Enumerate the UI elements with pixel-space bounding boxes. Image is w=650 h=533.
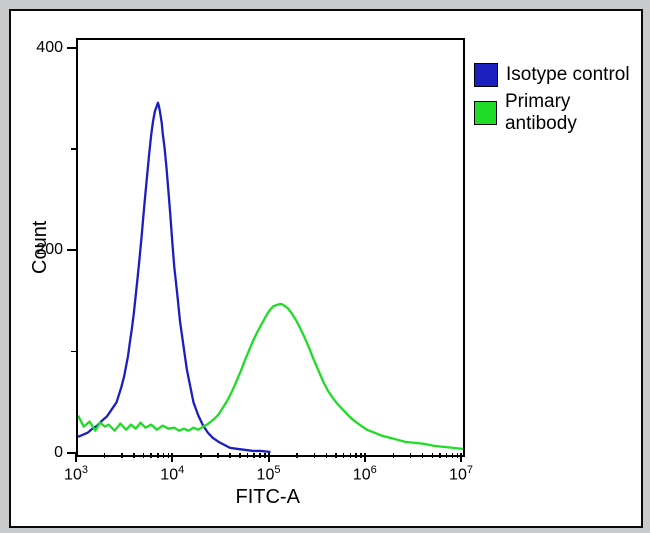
- axis-tick: [200, 453, 202, 458]
- axis-tick: [439, 453, 441, 458]
- axis-tick: [259, 453, 261, 458]
- axis-tick: [229, 453, 231, 458]
- tick-label: 104: [160, 464, 184, 484]
- axis-tick: [71, 351, 76, 353]
- axis-tick: [355, 453, 357, 458]
- axis-tick: [268, 453, 270, 462]
- axis-tick: [171, 453, 173, 462]
- plot-area: [76, 38, 465, 457]
- plot-svg: [78, 40, 463, 455]
- tick-label: 400: [36, 39, 63, 57]
- axis-tick: [253, 453, 255, 458]
- tick-label: 0: [54, 444, 63, 462]
- axis-tick: [296, 453, 298, 458]
- tick-label: 107: [449, 464, 473, 484]
- legend-label: Isotype control: [506, 64, 630, 86]
- series-line: [78, 304, 463, 449]
- axis-tick: [133, 453, 135, 458]
- x-axis-label: FITC-A: [236, 486, 300, 509]
- axis-tick: [157, 453, 159, 458]
- axis-tick: [247, 453, 249, 458]
- legend-item: Primary antibody: [474, 91, 641, 135]
- legend-swatch: [474, 63, 498, 87]
- axis-tick: [163, 453, 165, 458]
- axis-tick: [457, 453, 459, 458]
- axis-tick: [67, 249, 76, 251]
- axis-tick: [432, 453, 434, 458]
- axis-tick: [422, 453, 424, 458]
- axis-tick: [360, 453, 362, 458]
- axis-tick: [393, 453, 395, 458]
- legend: Isotype control Primary antibody: [474, 63, 641, 139]
- axis-tick: [239, 453, 241, 458]
- axis-tick: [314, 453, 316, 458]
- axis-tick: [217, 453, 219, 458]
- legend-label: Primary antibody: [505, 91, 641, 135]
- axis-tick: [150, 453, 152, 458]
- tick-label: 106: [353, 464, 377, 484]
- y-axis-label: Count: [29, 220, 52, 273]
- axis-tick: [67, 47, 76, 49]
- chart-panel: 1031041051061070200400 Count FITC-A Isot…: [9, 9, 643, 528]
- axis-tick: [446, 453, 448, 458]
- axis-tick: [326, 453, 328, 458]
- tick-label: 103: [64, 464, 88, 484]
- axis-tick: [452, 453, 454, 458]
- axis-tick: [67, 452, 76, 454]
- axis-tick: [264, 453, 266, 458]
- axis-tick: [104, 453, 106, 458]
- axis-tick: [71, 148, 76, 150]
- tick-label: 105: [257, 464, 281, 484]
- axis-tick: [121, 453, 123, 458]
- axis-tick: [410, 453, 412, 458]
- axis-tick: [335, 453, 337, 458]
- series-line: [78, 103, 271, 452]
- axis-tick: [343, 453, 345, 458]
- legend-item: Isotype control: [474, 63, 641, 87]
- axis-tick: [75, 453, 77, 462]
- axis-tick: [350, 453, 352, 458]
- axis-tick: [168, 453, 170, 458]
- axis-tick: [364, 453, 366, 462]
- legend-swatch: [474, 101, 497, 125]
- axis-tick: [143, 453, 145, 458]
- axis-tick: [460, 453, 462, 462]
